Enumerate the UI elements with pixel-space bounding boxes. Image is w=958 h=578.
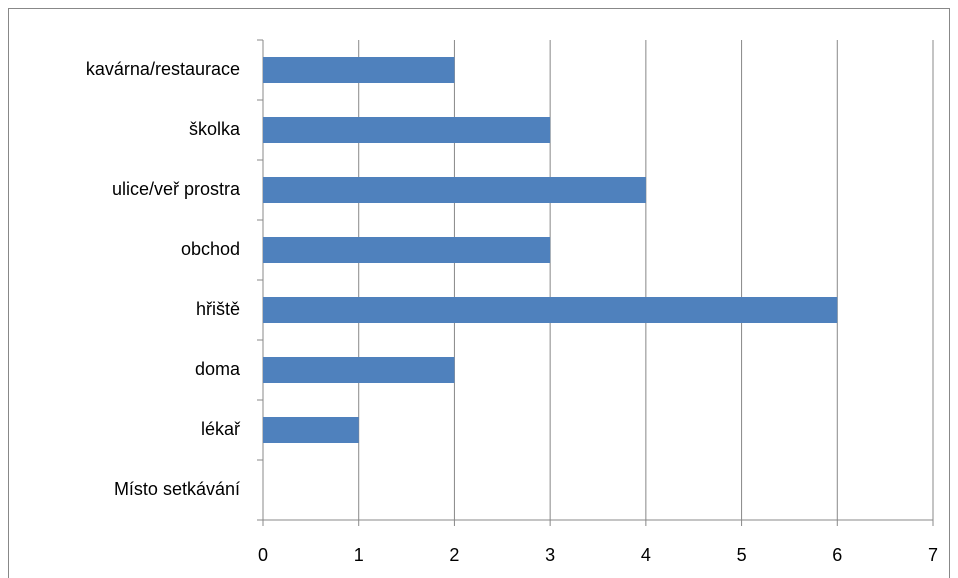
- bar: [263, 117, 551, 143]
- x-tick-label: 2: [449, 545, 459, 565]
- bar: [263, 177, 646, 203]
- y-tick-label: lékař: [201, 419, 241, 439]
- y-tick-label: kavárna/restaurace: [86, 59, 240, 79]
- y-tick-label: doma: [195, 359, 241, 379]
- bar: [263, 57, 455, 83]
- y-tick-label: hřiště: [196, 299, 240, 319]
- x-tick-label: 3: [545, 545, 555, 565]
- x-tick-label: 4: [641, 545, 651, 565]
- chart-frame: [8, 8, 950, 578]
- y-tick-label: školka: [189, 119, 241, 139]
- x-tick-label: 1: [354, 545, 364, 565]
- bar: [263, 237, 551, 263]
- y-tick-label: ulice/veř prostra: [112, 179, 241, 199]
- bar: [263, 357, 455, 383]
- x-tick-label: 5: [737, 545, 747, 565]
- bar: [263, 417, 359, 443]
- y-tick-label: obchod: [181, 239, 240, 259]
- x-tick-label: 0: [258, 545, 268, 565]
- y-tick-label: Místo setkávání: [114, 479, 240, 499]
- bar: [263, 297, 838, 323]
- x-tick-label: 6: [832, 545, 842, 565]
- x-tick-label: 7: [928, 545, 938, 565]
